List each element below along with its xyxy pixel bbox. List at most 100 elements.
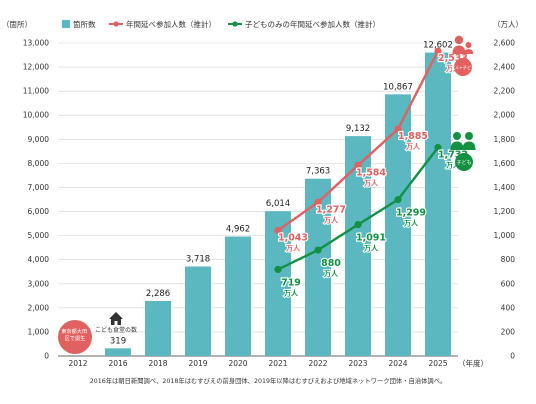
x-tick-label: 2016 [108,359,127,368]
child-body [463,49,474,54]
right-tick-label: 1,600 [494,159,516,168]
child-series-unit-label: 万人 [323,269,339,278]
child-head [465,42,472,48]
house-icon [109,312,123,325]
adult-child-series-point [354,161,362,169]
bar [425,52,451,357]
x-tick-label: 2021 [268,359,287,368]
bar-value-label: 12,602 [423,41,453,51]
left-tick-label: 5,000 [28,231,50,240]
shokudo-label: こども食堂の数 [95,326,137,334]
left-tick-label: 6,000 [28,207,50,216]
adult-child-series-value-label: 1,584 [356,167,386,178]
child-badge-circle [455,153,473,171]
bar [265,211,291,356]
adult-child-series-point [274,226,282,235]
child-series-unit-label: 万人 [403,219,419,228]
adult-child-series-unit-label: 万人 [363,178,379,187]
adult-child-series-unit-label: 万人 [405,142,421,151]
child-series-point [354,221,362,229]
legend-bar-swatch [62,20,70,28]
child-people-icon [450,132,476,150]
series-lines [274,47,442,274]
x-tick-label: 2012 [68,359,87,368]
right-tick-label: 2,000 [494,111,516,120]
right-tick-label: 0 [510,352,515,361]
x-axis-unit: （年度） [458,358,488,368]
bar [185,266,211,356]
right-tick-label: 1,400 [494,183,516,192]
child-series-value-label: 719 [281,277,301,288]
adult-child-series-value-label: 1,043 [278,232,308,243]
x-tick-label: 2018 [148,359,167,368]
child-series-point [434,143,442,152]
adult-child-series-point [434,47,442,55]
adult-child-badge-text: 大人+子ども [451,64,475,71]
right-tick-label: 600 [501,279,516,288]
left-tick-label: 9,000 [28,135,50,144]
bar-value-label: 10,867 [383,82,413,92]
adult-child-series-unit-label: 万人 [445,64,461,73]
adult-head [454,35,464,45]
origin-badge-circle [58,320,92,354]
bar-value-label: 2,286 [146,289,170,299]
left-tick-label: 13,000 [23,39,49,48]
right-tick-label: 2,400 [494,63,516,72]
bar-value-label: 6,014 [266,199,290,209]
right-axis-unit: （万人） [493,20,523,29]
bar-value-label: 7,363 [306,167,330,177]
legend-green-dot [232,21,238,27]
left-tick-label: 4,000 [28,255,50,264]
child-series-value-label: 1,091 [356,233,386,244]
legend-label-bars: 箇所数 [73,19,96,29]
child-badge-text: 子ども [456,159,471,166]
bar-value-label: 319 [110,336,126,346]
left-tick-label: 8,000 [28,159,50,168]
legend-red-dot [113,21,119,27]
x-tick-label: 2024 [388,359,407,368]
bar-value-label: 4,962 [226,225,250,235]
child-series-unit-label: 万人 [363,244,379,253]
adult-child-badge-circle [454,58,472,76]
legend: 箇所数 年間延べ参加人数（推計） 子どものみの年間延べ参加人数（推計） [62,19,380,29]
legend-label-red: 年間延べ参加人数（推計） [126,19,216,29]
axes: 0 1,000 2,000 3,000 4,000 5,000 6,000 7,000 8,00… [23,39,515,369]
child-series-point [394,196,402,204]
bar [225,236,251,356]
origin-badge-text: 東京都大田 区で誕生 [61,327,89,342]
right-tick-label: 1,800 [494,135,516,144]
child-series-value-label: 880 [321,258,341,269]
x-tick-label: 2022 [308,359,327,368]
right-tick-label: 1,000 [494,231,516,240]
right-tick-label: 400 [501,303,516,312]
child-series-point [274,265,282,274]
child-b-head [465,132,473,140]
left-axis-unit: （箇所） [2,19,32,29]
legend-label-green: 子どものみの年間延べ参加人数（推計） [245,19,380,29]
left-tick-label: 0 [44,352,49,361]
x-tick-label: 2020 [228,359,247,368]
adult-child-series-point [314,198,322,206]
left-tick-label: 11,000 [23,87,49,96]
house-door [114,321,118,325]
child-series-unit-label: 万人 [445,160,461,169]
right-tick-label: 2,600 [494,39,516,48]
child-series-unit-label: 万人 [283,288,299,297]
child-a-head [453,132,461,140]
adult-child-people-icon [452,35,474,54]
right-tick-label: 800 [501,255,516,264]
right-tick-label: 200 [501,327,516,336]
footnote: 2016年は朝日新聞調べ、2018年はむすびえの前身団体、2019年以降はむすび… [90,376,447,385]
left-tick-label: 1,000 [28,327,50,336]
bar [105,348,131,356]
x-tick-label: 2019 [188,359,207,368]
adult-child-series-value-label: 1,885 [398,131,428,142]
adult-child-series-unit-label: 万人 [323,215,339,224]
bars [105,52,451,357]
bar [145,300,171,356]
right-tick-label: 1,200 [494,207,516,216]
bar-value-label: 9,132 [346,124,370,134]
x-tick-label: 2023 [348,359,367,368]
left-tick-label: 3,000 [28,279,50,288]
